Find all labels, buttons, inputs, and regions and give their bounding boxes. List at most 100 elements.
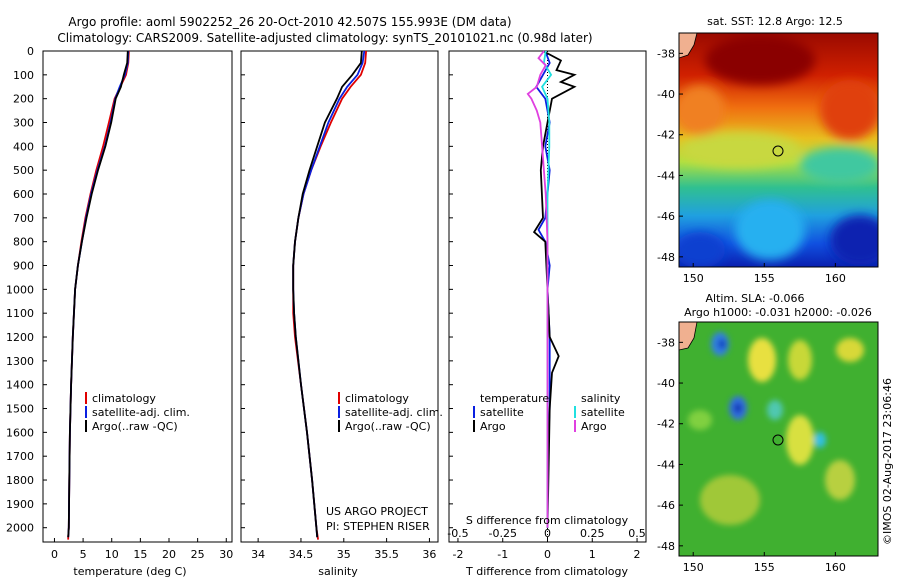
x-tick-label: 5 <box>80 548 87 561</box>
map-x-tick-label: 150 <box>683 561 704 574</box>
x-tick-label-top: 0 <box>544 527 551 540</box>
x-tick-label-top: -0.25 <box>488 527 516 540</box>
depth-tick-label: 800 <box>13 236 34 249</box>
depth-tick-label: 0 <box>27 45 34 58</box>
x-tick-label: -1 <box>497 548 508 561</box>
x-tick-label: -2 <box>452 548 463 561</box>
project-annotation: US ARGO PROJECT <box>326 505 428 518</box>
map-y-tick-label: -40 <box>657 88 675 101</box>
map-y-tick-label: -42 <box>657 129 675 142</box>
map-x-tick-label: 155 <box>754 561 775 574</box>
x-tick-label-top: -0.5 <box>447 527 468 540</box>
depth-tick-label: 400 <box>13 140 34 153</box>
x-tick-label: 15 <box>133 548 147 561</box>
depth-tick-label: 2000 <box>6 522 34 535</box>
x-tick-label: 34 <box>251 548 265 561</box>
x-tick-label: 2 <box>634 548 641 561</box>
depth-tick-label: 1700 <box>6 450 34 463</box>
legend-label-climatology: climatology <box>345 392 409 405</box>
sla-map-field <box>679 322 878 556</box>
map-y-tick-label: -44 <box>657 169 675 182</box>
depth-tick-label: 600 <box>13 188 34 201</box>
series-t-argo <box>532 50 577 528</box>
depth-tick-label: 1400 <box>6 379 34 392</box>
depth-tick-label: 1800 <box>6 474 34 487</box>
sla-map-title: Altim. SLA: -0.066 <box>705 292 804 305</box>
legend-label-satellite: satellite-adj. clim. <box>345 406 443 419</box>
series-argo-raw-qc- <box>292 50 363 538</box>
series-layer <box>67 50 577 540</box>
sst-map-frame <box>678 32 879 268</box>
x-tick-label: 34.5 <box>289 548 314 561</box>
salinity-legend: climatology satellite-adj. clim. Argo(..… <box>326 392 443 533</box>
sst-float-marker <box>772 145 784 157</box>
map-y-tick-label: -46 <box>657 210 675 223</box>
legend-title-temperature: temperature <box>480 392 549 405</box>
x-tick-label-top: 0.5 <box>628 527 646 540</box>
temperature-xlabel: temperature (deg C) <box>73 565 186 578</box>
depth-tick-label: 1000 <box>6 283 34 296</box>
map-y-tick-label: -46 <box>657 499 675 512</box>
salinity-xlabel: salinity <box>318 565 358 578</box>
sst-map-title: sat. SST: 12.8 Argo: 12.5 <box>707 15 843 28</box>
difference-xlabel-top: S difference from climatology <box>466 514 629 527</box>
legend-label-s-argo: Argo <box>581 420 607 433</box>
map-y-tick-label: -42 <box>657 418 675 431</box>
legend-label-t-argo: Argo <box>480 420 506 433</box>
map-y-tick-label: -40 <box>657 377 675 390</box>
map-x-tick-label: 160 <box>825 272 846 285</box>
series-argo-raw-qc- <box>67 50 129 538</box>
difference-xlabel: T difference from climatology <box>465 565 628 578</box>
depth-tick-label: 200 <box>13 93 34 106</box>
map-x-tick-label: 160 <box>825 561 846 574</box>
depth-tick-label: 1600 <box>6 426 34 439</box>
x-axes: 0 5 10 15 20 25 30 34 34.5 35 35.5 36 -2 -1 0 1 2 -0.5 -0.… <box>51 527 646 561</box>
map-y-tick-label: -48 <box>657 251 675 264</box>
x-tick-label: 20 <box>162 548 176 561</box>
map-y-tick-label: -44 <box>657 458 675 471</box>
sla-float-marker <box>772 434 784 446</box>
temperature-legend: climatology satellite-adj. clim. Argo(..… <box>85 392 190 433</box>
depth-tick-label: 1200 <box>6 331 34 344</box>
depth-tick-label: 500 <box>13 164 34 177</box>
depth-tick-label: 900 <box>13 260 34 273</box>
x-tick-label: 35 <box>337 548 351 561</box>
legend-label-argo: Argo(..raw -QC) <box>92 420 178 433</box>
sla-map-axes: 150 155 160 -38 -40 -42 -44 -46 -48 <box>657 336 846 574</box>
title-line2: Climatology: CARS2009. Satellite-adjuste… <box>57 31 592 45</box>
legend-label-t-satellite: satellite <box>480 406 524 419</box>
x-tick-label: 1 <box>589 548 596 561</box>
temperature-panel <box>42 50 233 543</box>
sla-map-frame <box>678 321 879 557</box>
depth-tick-label: 100 <box>13 69 34 82</box>
depth-tick-label: 1500 <box>6 403 34 416</box>
x-tick-label: 10 <box>105 548 119 561</box>
map-y-tick-label: -48 <box>657 540 675 553</box>
sst-map-axes: 150 155 160 -38 -40 -42 -44 -46 -48 <box>657 47 846 285</box>
x-tick-label: 0 <box>544 548 551 561</box>
legend-label-argo: Argo(..raw -QC) <box>345 420 431 433</box>
depth-tick-label: 1100 <box>6 307 34 320</box>
legend-label-s-satellite: satellite <box>581 406 625 419</box>
map-x-tick-label: 150 <box>683 272 704 285</box>
depth-axis: 0 100 200 300 400 500 600 700 800 900 1000 1100 1200… <box>6 45 453 535</box>
legend-label-climatology: climatology <box>92 392 156 405</box>
pi-annotation: PI: STEPHEN RISER <box>326 520 430 533</box>
x-tick-label-top: 0.25 <box>580 527 605 540</box>
legend-label-satellite: satellite-adj. clim. <box>92 406 190 419</box>
sst-map-field <box>679 33 878 267</box>
x-tick-label: 35.5 <box>374 548 399 561</box>
x-tick-label: 25 <box>191 548 205 561</box>
depth-tick-label: 1300 <box>6 355 34 368</box>
map-y-tick-label: -38 <box>657 47 675 60</box>
x-tick-label: 30 <box>219 548 233 561</box>
x-tick-label: 36 <box>422 548 436 561</box>
map-x-tick-label: 155 <box>754 272 775 285</box>
depth-tick-label: 1900 <box>6 498 34 511</box>
imos-timestamp: ©IMOS 02-Aug-2017 23:06:46 <box>881 378 894 545</box>
legend-title-salinity: salinity <box>581 392 621 405</box>
map-y-tick-label: -38 <box>657 336 675 349</box>
title-line1: Argo profile: aoml 5902252_26 20-Oct-201… <box>68 15 511 29</box>
depth-tick-label: 700 <box>13 212 34 225</box>
